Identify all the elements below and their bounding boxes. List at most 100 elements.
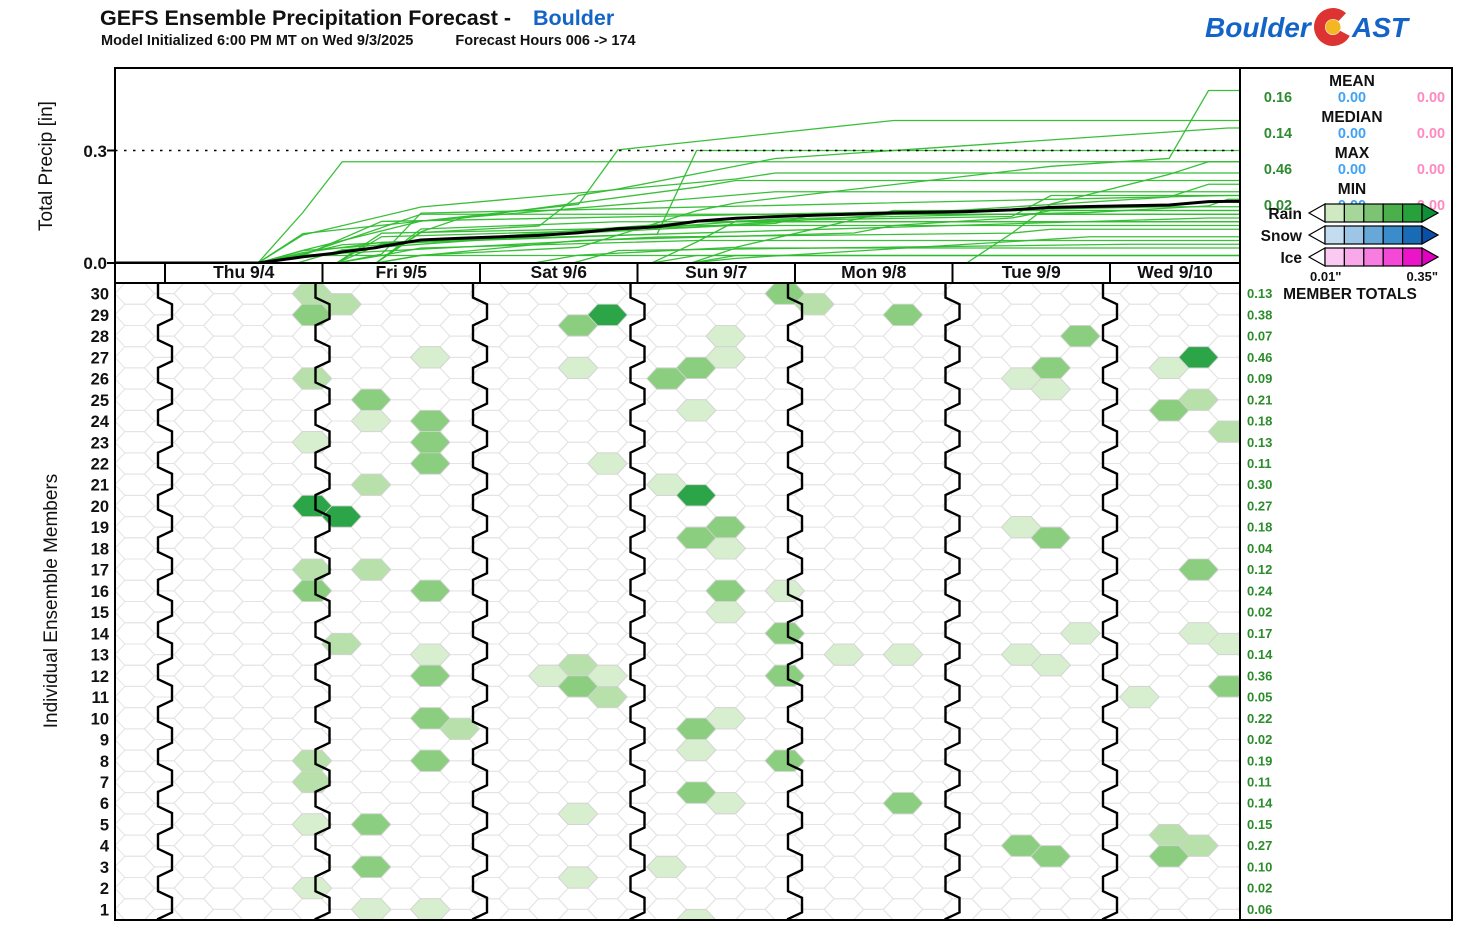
lattice-hex (764, 558, 806, 581)
lattice-hex (202, 293, 244, 316)
lattice-hex (242, 919, 264, 920)
lattice-hex (498, 590, 540, 613)
lattice-hex (115, 813, 156, 836)
lattice-hex (705, 685, 747, 709)
lattice-hex (202, 802, 244, 825)
member-totals-header: MEMBER TOTALS (1283, 286, 1417, 303)
lattice-hex (1119, 707, 1160, 730)
precip-hex-cell (409, 410, 451, 433)
lattice-hex (1148, 526, 1190, 549)
lattice-hex (764, 388, 806, 411)
lattice-hex (774, 919, 796, 920)
lattice-hex (616, 590, 658, 613)
precip-hex-cell (350, 558, 392, 581)
precip-hex-cell (557, 866, 599, 889)
lattice-hex (1128, 919, 1150, 920)
member-total-value: 0.18 (1247, 414, 1272, 429)
lattice-hex (528, 770, 569, 794)
lattice-hex (823, 685, 865, 709)
lattice-hex (617, 931, 656, 937)
lattice-hex (498, 760, 540, 783)
lattice-hex (1119, 898, 1160, 920)
lattice-hex (705, 431, 747, 454)
lattice-hex (262, 632, 303, 656)
ensemble-member-line (297, 198, 1240, 263)
lattice-hex (705, 664, 747, 687)
member-id-label: 12 (91, 668, 109, 686)
lattice-hex (232, 324, 274, 348)
lattice-hex (498, 293, 540, 316)
lattice-hex (616, 505, 658, 528)
lattice-hex (823, 324, 865, 348)
lattice-hex (202, 547, 244, 571)
precip-hex-cells (291, 283, 1240, 920)
lattice-hex (115, 707, 156, 730)
precip-hex-cell (1207, 675, 1240, 698)
lattice-hex (1030, 399, 1072, 422)
lattice-hex (882, 388, 924, 411)
lattice-hex (232, 685, 274, 709)
lattice-hex (616, 335, 658, 358)
lattice-hex (321, 675, 362, 698)
lattice-hex (675, 654, 717, 677)
day-divider-zigzags (156, 283, 1119, 920)
lattice-hex (1119, 770, 1160, 794)
legend-snow-label: Snow (1261, 228, 1303, 245)
lattice-hex (853, 356, 894, 380)
legend-min-label: 0.01" (1310, 269, 1341, 284)
lattice-hex (115, 877, 156, 900)
lattice-hex (557, 739, 599, 762)
lattice-hex (1089, 293, 1131, 316)
lattice-hex (971, 462, 1013, 486)
lattice-hex (705, 877, 747, 900)
precip-hex-cell (557, 802, 599, 825)
lattice-hex (853, 887, 894, 910)
lattice-hex (232, 473, 274, 496)
lattice-hex (1207, 654, 1240, 677)
lattice-hex (1267, 570, 1306, 591)
lattice-hex (1207, 696, 1240, 719)
lattice-hex (468, 409, 510, 433)
lattice-hex (262, 845, 303, 868)
member-total-value: 0.04 (1247, 541, 1273, 556)
lattice-hex (528, 707, 569, 730)
member-id-label: 16 (91, 583, 109, 601)
lattice-hex (202, 484, 244, 507)
lattice-hex (1059, 431, 1101, 454)
lattice-hex (499, 931, 538, 937)
lattice-hex (1119, 324, 1160, 348)
lattice-hex (734, 378, 776, 401)
stat-snow-value: 0.00 (1338, 126, 1366, 142)
lattice-hex (1119, 303, 1160, 326)
lattice-hex (1178, 324, 1219, 348)
lattice-hex (941, 452, 983, 475)
precip-hex-cell (409, 664, 451, 687)
stat-ice-value: 0.00 (1417, 162, 1445, 178)
lattice-hex (853, 547, 894, 571)
lattice-hex (232, 813, 274, 836)
lattice-hex (675, 823, 717, 847)
lattice-hex (557, 781, 599, 804)
lattice-hex (941, 558, 983, 581)
lattice-hex (1119, 792, 1160, 815)
lattice-hex (202, 760, 244, 783)
lattice-hex (656, 283, 678, 284)
lattice-hex (1178, 494, 1219, 518)
day-label: Mon 9/8 (841, 262, 906, 282)
lattice-hex (350, 792, 392, 815)
lattice-hex (202, 696, 244, 719)
lattice-hex (764, 409, 806, 433)
lattice-hex (1059, 728, 1101, 751)
lattice-hex (705, 622, 747, 645)
lattice-hex (764, 813, 806, 836)
legend-color-box (1343, 203, 1365, 223)
lattice-hex (1059, 707, 1101, 730)
ensemble-member-line (690, 247, 1240, 263)
lattice-hex (173, 664, 215, 687)
lattice-hex (143, 781, 185, 804)
lattice-hex (971, 420, 1013, 443)
lattice-hex (1059, 579, 1101, 602)
precip-hex-cell (705, 537, 746, 560)
lattice-hex (1030, 887, 1072, 910)
lattice-hex (350, 664, 392, 687)
